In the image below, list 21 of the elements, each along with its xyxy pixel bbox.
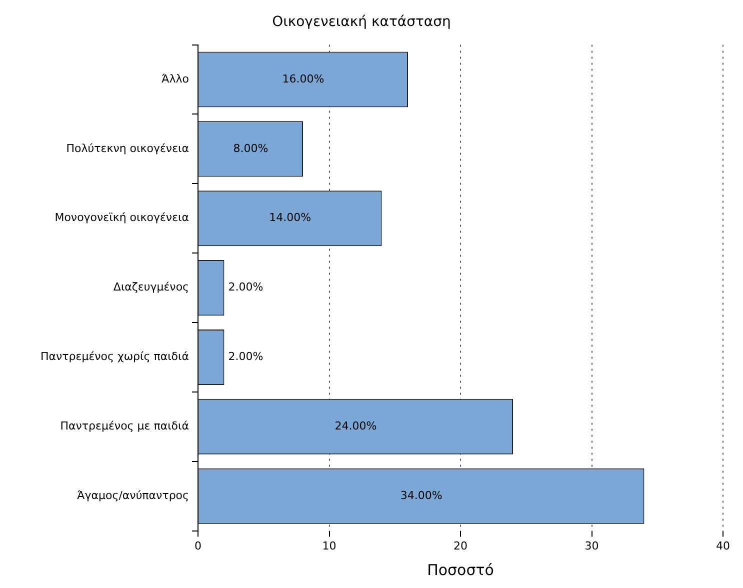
x-axis-title: Ποσοστό — [427, 560, 494, 579]
y-tick-label: Παντρεμένος με παιδιά — [60, 420, 189, 433]
data-label: 14.00% — [269, 211, 312, 224]
x-tick-label: 0 — [194, 539, 202, 552]
y-tick-label: Άλλο — [162, 72, 190, 86]
y-tick-label: Διαζευγμένος — [113, 280, 189, 294]
data-label: 2.00% — [228, 280, 264, 294]
data-label: 16.00% — [282, 72, 324, 86]
x-tick-label: 20 — [454, 539, 468, 552]
data-label: 2.00% — [228, 350, 264, 364]
x-tick-label: 40 — [716, 539, 730, 552]
data-label: 8.00% — [233, 142, 268, 155]
data-label: 24.00% — [334, 420, 377, 433]
data-label: 34.00% — [400, 488, 442, 502]
chart-title: Οικογενειακή κατάσταση — [272, 14, 451, 30]
y-tick-label: Παντρεμένος χωρίς παιδιά — [40, 350, 189, 364]
x-tick-label: 10 — [322, 539, 336, 552]
y-tick-label: Άγαμος/ανύπαντρος — [77, 488, 189, 502]
y-tick-label: Μονογονεϊκή οικογένεια — [54, 211, 189, 224]
x-tick-label: 30 — [584, 539, 599, 552]
y-tick-label: Πολύτεκνη οικογένεια — [66, 142, 189, 155]
